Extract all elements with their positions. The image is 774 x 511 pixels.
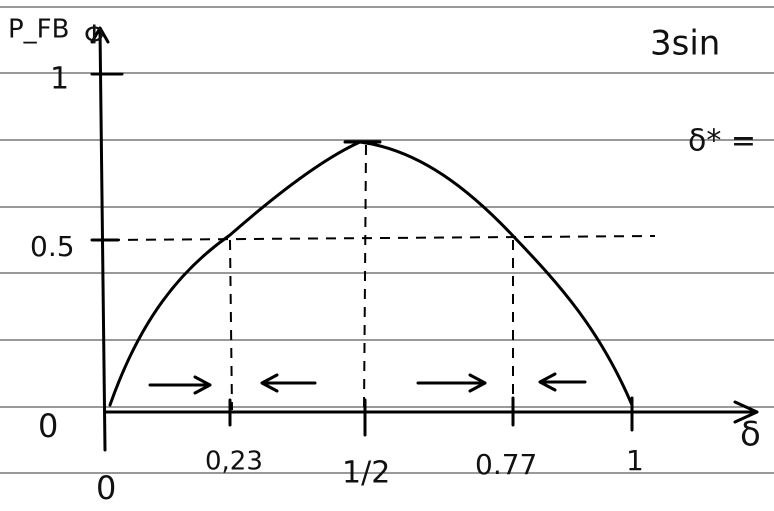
guide-half <box>110 236 655 240</box>
sketch: P_FB Φ 1 0.5 0 0 0,23 1/2 0.77 1 δ 3sin … <box>0 0 774 511</box>
x-tick-label: 1/2 <box>342 456 390 491</box>
x-axis <box>105 402 757 422</box>
annotation: 3sin <box>650 24 720 64</box>
y-tick-label: 1 <box>50 62 69 97</box>
y-label-phi: Φ <box>84 21 104 51</box>
x-tick-label: 0.77 <box>475 448 537 481</box>
y-label: P_FB <box>8 15 69 45</box>
x-tick-label: 0,23 <box>205 447 263 477</box>
x-tick-label: 1 <box>626 444 644 477</box>
x-tick-label: 0 <box>96 469 116 507</box>
y-tick-label: 0 <box>38 407 58 445</box>
arrow-left <box>540 374 585 390</box>
arrow-right <box>418 375 485 391</box>
guide-verticals <box>230 145 513 410</box>
y-tick-label: 0.5 <box>30 230 75 263</box>
arrow-right <box>150 377 210 393</box>
page: {"axes": {"y_label": "P_FB", "y_label2":… <box>0 0 774 511</box>
y-tick-marks <box>92 74 122 240</box>
x-label: δ <box>740 415 761 455</box>
x-tick-marks <box>230 398 632 435</box>
annotation: δ* = <box>688 124 756 159</box>
arrow-left <box>262 375 315 391</box>
